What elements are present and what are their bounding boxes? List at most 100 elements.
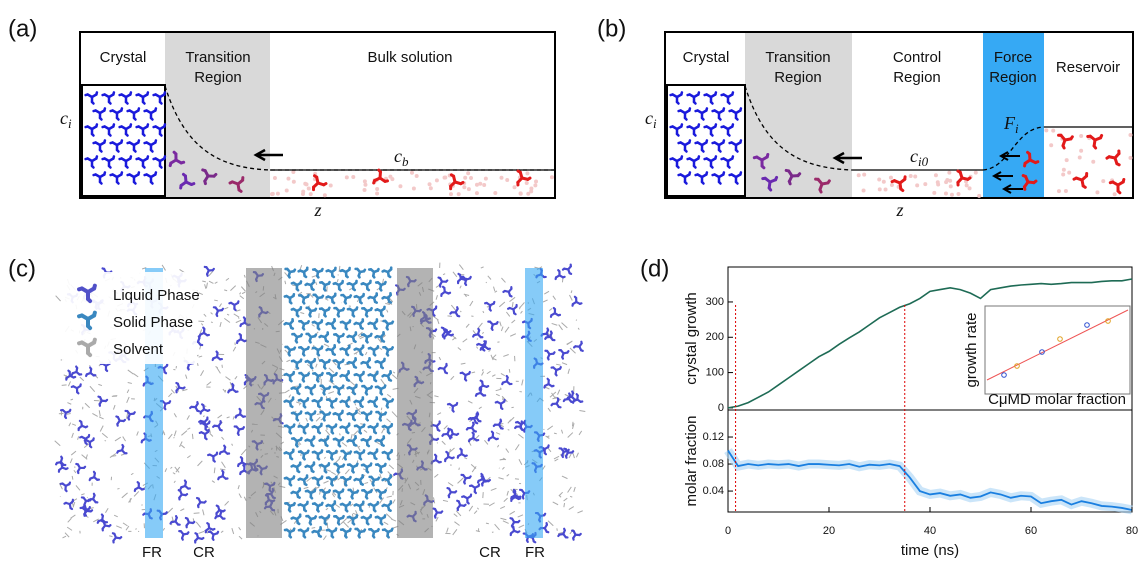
molecule — [312, 527, 323, 538]
molecule — [1074, 170, 1093, 189]
solvent — [510, 417, 515, 421]
molecule — [340, 346, 350, 356]
molecule-tip — [551, 331, 552, 333]
molecule-tip — [968, 178, 970, 180]
molecule — [347, 332, 358, 343]
molecule-tip — [1023, 176, 1026, 177]
molecule-tip — [358, 276, 360, 278]
solvent — [207, 382, 211, 386]
molecule-tip — [345, 536, 346, 537]
molecule-tip — [679, 143, 681, 144]
molecule-tip — [552, 367, 554, 369]
molecule-tip — [318, 458, 319, 459]
molecule-tip — [317, 380, 318, 381]
molecule-tip — [355, 479, 357, 480]
molecule-tip — [688, 159, 690, 160]
molecule — [320, 463, 329, 472]
solvent-dot — [934, 173, 938, 177]
molecule-tip — [450, 186, 451, 189]
solvent — [209, 281, 213, 283]
subscript: i — [653, 116, 657, 131]
molecule-tip — [382, 340, 384, 342]
molecule-tip — [527, 540, 528, 542]
solvent — [449, 449, 450, 455]
molecule-tip — [369, 453, 371, 454]
molecule-tip — [470, 495, 472, 497]
molecule-tip — [355, 426, 357, 427]
molecule-tip — [304, 536, 305, 537]
solvent — [197, 355, 199, 356]
molecule — [355, 294, 365, 303]
molecule-tip — [207, 417, 208, 419]
solvent — [74, 499, 77, 501]
molecule-tip — [343, 490, 344, 492]
molecule-tip — [72, 386, 74, 387]
molecule-tip — [360, 432, 361, 433]
solvent-dot — [526, 192, 530, 196]
molecule-tip — [440, 285, 441, 287]
molecule-tip — [354, 341, 355, 342]
solvent — [78, 436, 79, 439]
molecule-tip — [473, 335, 475, 336]
molecule-tip — [557, 398, 558, 400]
molecule-tip — [145, 175, 147, 176]
molecule — [462, 492, 474, 504]
molecule-tip — [102, 514, 104, 515]
molecule — [383, 450, 392, 459]
molecule-tip — [138, 172, 139, 174]
solvent — [500, 506, 505, 508]
solvent — [505, 327, 509, 332]
molecule-tip — [143, 134, 145, 136]
molecule-tip — [294, 348, 295, 350]
solvent — [316, 282, 317, 285]
solvent — [198, 531, 204, 533]
molecule — [340, 371, 351, 382]
molecule-tip — [379, 170, 381, 172]
molecule-tip — [306, 516, 308, 517]
solvent — [328, 392, 334, 394]
molecule-tip — [147, 156, 148, 158]
solvent-dot — [467, 187, 471, 191]
molecule-tip — [457, 456, 459, 458]
molecule-tip — [570, 265, 571, 267]
molecule — [202, 265, 214, 277]
molecule-tip — [223, 510, 225, 511]
molecule — [305, 437, 316, 447]
molecule-tip — [305, 276, 306, 277]
solvent — [187, 415, 189, 419]
molecule-tip — [228, 391, 229, 393]
molecule-tip — [730, 143, 732, 144]
molecule-tip — [357, 308, 358, 310]
molecule-tip — [488, 321, 490, 322]
molecule-tip — [384, 307, 385, 309]
molecule-tip — [220, 421, 221, 423]
solvent — [559, 492, 562, 495]
molecule-tip — [164, 92, 165, 94]
molecule-tip — [522, 336, 523, 338]
solvent — [286, 360, 290, 362]
molecule-tip — [685, 182, 687, 184]
molecule — [361, 488, 372, 499]
molecule-tip — [464, 505, 465, 507]
solvent — [476, 531, 480, 532]
solvent-dot — [1067, 171, 1071, 175]
molecule-tip — [318, 406, 319, 407]
molecule — [123, 409, 135, 421]
molecule-tip — [299, 271, 301, 272]
molecule-tip — [138, 140, 139, 142]
molecule-tip — [94, 143, 96, 144]
solvent — [459, 468, 460, 470]
molecule — [340, 528, 350, 538]
solvent — [577, 511, 582, 513]
molecule-tip — [151, 118, 153, 120]
molecule — [382, 397, 393, 408]
molecule-tip — [465, 379, 467, 380]
molecule-tip — [318, 432, 319, 433]
molecule-tip — [728, 134, 730, 136]
molecule-tip — [677, 166, 679, 168]
solvent — [579, 431, 582, 435]
molecule — [326, 398, 336, 408]
molecule-tip — [356, 411, 357, 413]
molecule-tip — [366, 315, 367, 316]
molecule — [354, 527, 365, 538]
